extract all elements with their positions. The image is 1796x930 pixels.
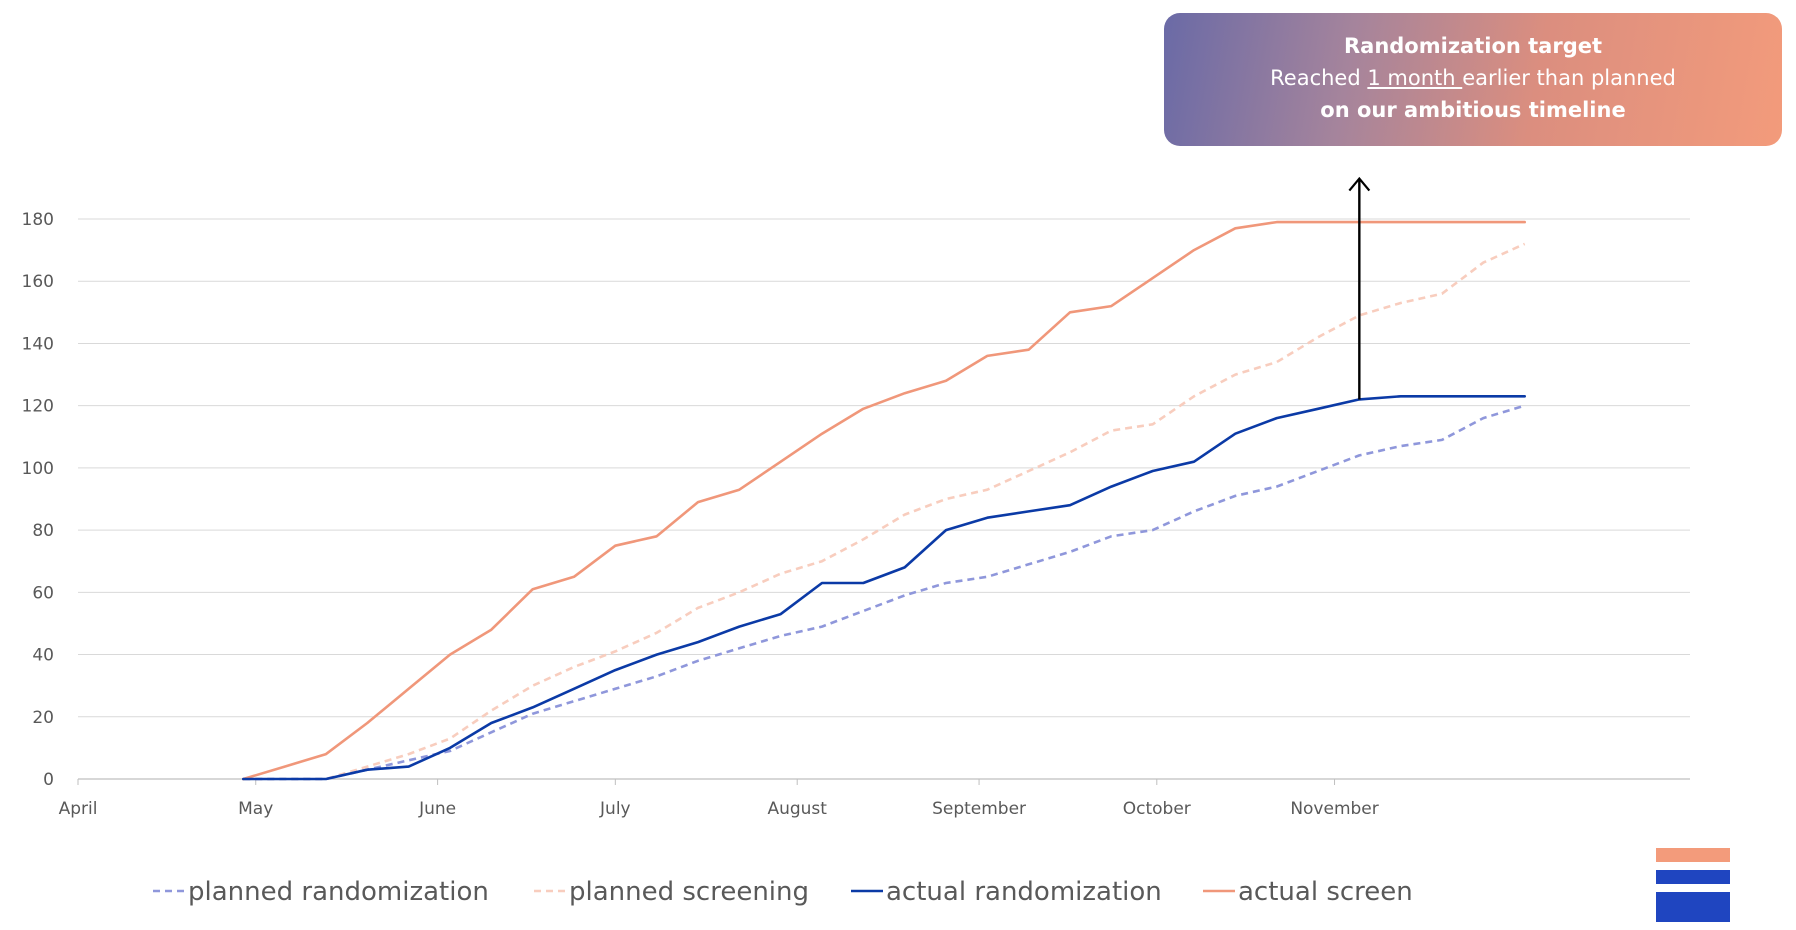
y-axis-ticks: 0 20 40 60 80 100 120 140 160 180 bbox=[22, 210, 54, 790]
y-tick-label: 20 bbox=[32, 708, 54, 728]
series-line-actual-screen bbox=[242, 220, 1526, 781]
y-tick-label: 180 bbox=[22, 210, 54, 230]
callout-line2-suffix: earlier than planned bbox=[1462, 66, 1676, 90]
y-tick-label: 140 bbox=[22, 334, 54, 354]
x-tick-label-october: October bbox=[1123, 799, 1191, 819]
logo-block-blue bbox=[1656, 892, 1730, 922]
x-tick-label-may: May bbox=[238, 799, 273, 819]
series-lines bbox=[242, 220, 1526, 781]
y-tick-label: 160 bbox=[22, 272, 54, 292]
target-arrow bbox=[1348, 176, 1371, 400]
x-tick-label-april: April bbox=[59, 799, 98, 819]
x-tick-label-june: June bbox=[418, 799, 456, 819]
y-tick-label: 100 bbox=[22, 459, 54, 479]
company-logo bbox=[1656, 848, 1730, 930]
series-line-planned-randomization bbox=[243, 404, 1526, 781]
legend-label-planned-screening: planned screening bbox=[569, 877, 809, 907]
x-tick-label-november: November bbox=[1290, 799, 1378, 819]
randomization-target-callout: Randomization target Reached 1 month ear… bbox=[1164, 13, 1782, 146]
callout-line2-prefix: Reached bbox=[1270, 66, 1368, 90]
x-axis: April May June July August September October No… bbox=[59, 778, 1690, 819]
y-tick-label: 80 bbox=[32, 521, 54, 541]
logo-bar-orange bbox=[1656, 848, 1730, 862]
legend-label-planned-randomization: planned randomization bbox=[188, 877, 489, 907]
callout-line3: on our ambitious timeline bbox=[1320, 98, 1626, 122]
legend-label-actual-screen: actual screen bbox=[1238, 877, 1413, 907]
x-tick-label-august: August bbox=[767, 799, 827, 819]
x-tick-label-september: September bbox=[932, 799, 1026, 819]
legend: planned randomization planned screening ac… bbox=[153, 877, 1413, 907]
logo-bar-blue bbox=[1656, 870, 1730, 884]
y-tick-label: 120 bbox=[22, 397, 54, 417]
y-tick-label: 40 bbox=[32, 646, 54, 666]
series-line-actual-randomization bbox=[242, 394, 1526, 781]
callout-title: Randomization target bbox=[1343, 34, 1603, 58]
y-tick-label: 0 bbox=[43, 770, 54, 790]
y-tick-label: 60 bbox=[32, 583, 54, 603]
series-line-planned-screening bbox=[243, 242, 1526, 781]
gridlines bbox=[78, 218, 1690, 718]
legend-label-actual-randomization: actual randomization bbox=[886, 877, 1162, 907]
x-tick-label-july: July bbox=[599, 799, 631, 819]
arrow-head bbox=[1348, 176, 1371, 192]
callout-line2: Reached 1 month earlier than planned bbox=[1164, 62, 1782, 94]
callout-line2-underline: 1 month bbox=[1367, 66, 1463, 90]
